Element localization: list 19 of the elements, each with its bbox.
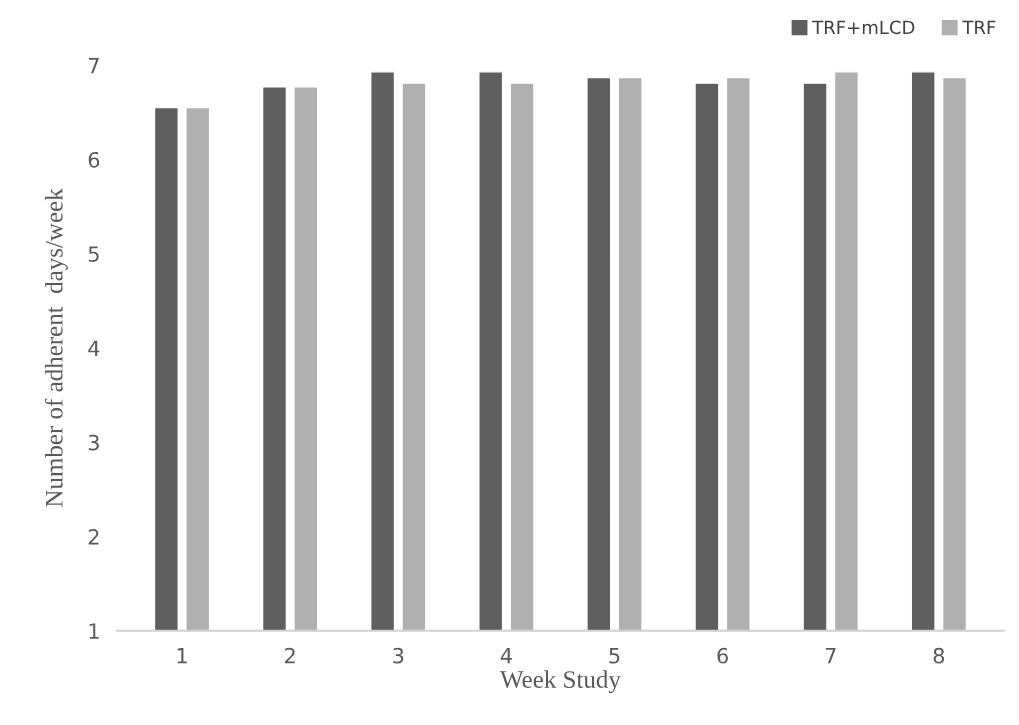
x-tick-label: 7 bbox=[825, 648, 836, 664]
x-tick-label: 3 bbox=[393, 647, 404, 664]
y-tick-label: 7 bbox=[88, 57, 99, 74]
y-tick-label: 6 bbox=[88, 151, 100, 168]
x-tick-label: 8 bbox=[933, 647, 945, 664]
x-tick-label: 4 bbox=[500, 648, 512, 664]
x-tick-label: 6 bbox=[717, 647, 728, 664]
x-tick-label: 2 bbox=[285, 647, 295, 664]
y-tick-label: 1 bbox=[89, 623, 99, 639]
legend-label: TRF+mLCD bbox=[812, 20, 915, 35]
y-axis-title: Number of adherent days/week bbox=[44, 188, 68, 507]
x-axis-title: Week Study bbox=[500, 670, 621, 694]
x-tick-label: 1 bbox=[177, 648, 187, 664]
y-tick-label: 3 bbox=[88, 434, 99, 451]
y-tick-label: 4 bbox=[88, 340, 100, 356]
legend-label: TRF bbox=[962, 20, 996, 34]
y-tick-label: 2 bbox=[88, 528, 99, 545]
y-tick-label: 5 bbox=[88, 246, 99, 262]
x-tick-label: 5 bbox=[609, 648, 620, 664]
